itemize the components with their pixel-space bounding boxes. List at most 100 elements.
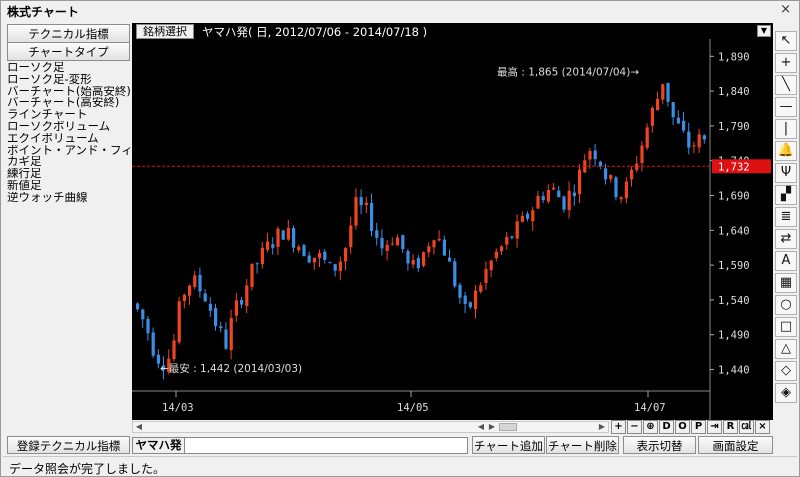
chart-type-item[interactable]: ローソクボリューム	[7, 120, 111, 133]
ellipse-icon[interactable]: ○	[775, 295, 797, 315]
chart-settings-icon[interactable]: ㎈	[739, 420, 754, 434]
candle-body	[604, 168, 608, 180]
candle-body	[354, 197, 358, 226]
channel-icon[interactable]: ≣	[775, 207, 797, 227]
candle-body	[453, 261, 457, 287]
high-annotation: 最高 : 1,865 (2014/07/04)→	[497, 66, 639, 79]
candlestick-chart[interactable]: 1,8901,8401,7901,7401,6901,6401,5901,540…	[132, 23, 773, 420]
daily-button[interactable]: D	[659, 420, 674, 434]
technical-indicator-button[interactable]: テクニカル指標	[7, 24, 130, 43]
r-button[interactable]: R	[723, 420, 738, 434]
candle-body	[666, 82, 670, 102]
plot-background	[132, 23, 773, 420]
horizontal-scrollbar[interactable]: ◀ ◀ ▶ ▶	[132, 421, 609, 433]
close-icon[interactable]: ×	[780, 2, 791, 17]
screen-settings-button[interactable]: 画面設定	[698, 436, 773, 454]
add-chart-button[interactable]: チャート追加	[472, 436, 545, 454]
chart-dropdown-icon[interactable]: ▼	[757, 25, 771, 37]
jump-end-icon[interactable]: ⇥	[707, 420, 722, 434]
close-chart-icon[interactable]: ×	[755, 420, 770, 434]
scroll-left-icon[interactable]: ◀	[135, 422, 143, 431]
chart-type-item[interactable]: ローソク足-変形	[7, 73, 92, 86]
y-tick-label: 1,690	[718, 191, 750, 203]
candle-body	[432, 240, 436, 248]
chart-type-item[interactable]: ポイント・アンド・フィギュア	[7, 144, 133, 157]
status-message: データ照会が完了しました。	[9, 462, 166, 476]
y-tick-label: 1,640	[718, 225, 750, 237]
chart-type-item[interactable]: ラインチャート	[7, 109, 88, 121]
chart-type-item[interactable]: バーチャート(高安終)	[7, 97, 120, 110]
candle-body	[598, 161, 602, 167]
candle-body	[203, 293, 207, 302]
scroll-left-small-icon[interactable]: ◀	[477, 422, 485, 431]
zoom-out-button[interactable]: −	[627, 420, 642, 434]
chart-type-item[interactable]: 練行足	[7, 168, 42, 180]
candle-body	[297, 246, 301, 251]
candle-body	[406, 250, 410, 264]
rectangle-icon[interactable]: □	[775, 317, 797, 337]
candle-body	[468, 302, 472, 308]
candle-body	[588, 150, 592, 160]
candle-body	[188, 285, 192, 296]
candle-body	[656, 98, 660, 111]
x-tick-label: 14/03	[162, 402, 194, 414]
grid-icon[interactable]: ▦	[775, 273, 797, 293]
o-button[interactable]: O	[675, 420, 690, 434]
scroll-right-icon[interactable]: ▶	[598, 422, 606, 431]
pointer-icon[interactable]: ↖	[775, 31, 797, 51]
candle-body	[281, 230, 285, 240]
magnify-icon[interactable]: ⊕	[643, 420, 658, 434]
status-bar: データ照会が完了しました。	[3, 456, 797, 476]
chart-type-item[interactable]: カギ足	[7, 156, 42, 169]
swap-icon[interactable]: ⇄	[775, 229, 797, 249]
y-tick-label: 1,540	[718, 295, 750, 307]
triangle-icon[interactable]: △	[775, 339, 797, 359]
eraser-icon[interactable]: ◇	[775, 361, 797, 381]
chart-type-item[interactable]: バーチャート(始高安終)	[7, 85, 131, 98]
chart-type-item[interactable]: 新値足	[7, 179, 42, 192]
tab-yamaha[interactable]: ヤマハ発	[133, 438, 185, 453]
candle-body	[567, 190, 571, 211]
title-bar: 株式チャート ×	[1, 1, 799, 21]
candle-body	[411, 259, 415, 265]
candle-body	[422, 252, 426, 266]
toggle-view-button[interactable]: 表示切替	[623, 436, 696, 454]
candle-body	[224, 329, 228, 349]
trendline-icon[interactable]: ╲	[775, 75, 797, 95]
fork-icon[interactable]: Ψ	[775, 163, 797, 183]
symbol-tabs: ヤマハ発	[132, 437, 468, 454]
delete-chart-button[interactable]: チャート削除	[546, 436, 619, 454]
registered-technical-button[interactable]: 登録テクニカル指標	[7, 436, 130, 454]
horizontal-line-icon[interactable]: —	[775, 97, 797, 117]
eraser-all-icon[interactable]: ◈	[775, 383, 797, 403]
scroll-thumb[interactable]	[499, 423, 517, 431]
candle-body	[307, 255, 311, 263]
chart-area[interactable]: 1,8901,8401,7901,7401,6901,6401,5901,540…	[132, 23, 773, 434]
vertical-line-icon[interactable]: |	[775, 119, 797, 139]
candle-body	[650, 107, 654, 126]
candle-body	[333, 264, 337, 271]
alert-bell-icon[interactable]: 🔔	[775, 141, 797, 161]
candle-body	[484, 269, 488, 283]
text-icon[interactable]: A	[775, 251, 797, 271]
crosshair-icon[interactable]: +	[775, 53, 797, 73]
chart-type-item[interactable]: 逆ウォッチ曲線	[7, 191, 88, 204]
zoom-in-button[interactable]: +	[611, 420, 626, 434]
chart-type-item[interactable]: エクイボリューム	[7, 132, 99, 145]
y-tick-label: 1,890	[718, 51, 750, 63]
chart-type-button[interactable]: チャートタイプ	[7, 42, 130, 61]
candle-body	[479, 285, 483, 292]
p-button[interactable]: P	[691, 420, 706, 434]
candle-body	[661, 84, 665, 100]
candle-body	[682, 120, 686, 131]
candle-body	[552, 187, 556, 190]
fibonacci-icon[interactable]: ▞	[775, 185, 797, 205]
candle-body	[692, 145, 696, 147]
chart-type-item[interactable]: ローソク足	[7, 62, 65, 74]
scroll-right-small-icon[interactable]: ▶	[488, 422, 496, 431]
symbol-select-button[interactable]: 銘柄選択	[136, 24, 194, 39]
candle-body	[645, 127, 649, 148]
candle-body	[442, 239, 446, 256]
candle-body	[546, 189, 550, 202]
candle-body	[214, 308, 218, 326]
